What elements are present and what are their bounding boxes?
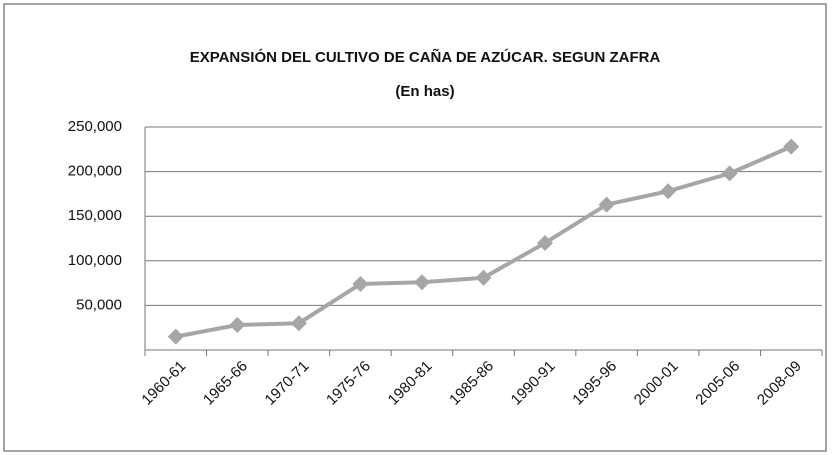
data-point <box>598 196 615 213</box>
data-point <box>783 138 800 155</box>
data-point <box>167 328 184 345</box>
y-tick-label: 50,000 <box>76 296 122 313</box>
data-point <box>413 274 430 291</box>
data-point <box>721 165 738 182</box>
y-tick-label: 200,000 <box>68 163 122 180</box>
chart-title: EXPANSIÓN DEL CULTIVO DE CAÑA DE AZÚCAR.… <box>190 48 661 66</box>
data-point <box>660 183 677 200</box>
y-tick-label: 250,000 <box>68 118 122 135</box>
y-tick-label: 100,000 <box>68 252 122 269</box>
chart-frame <box>3 3 827 452</box>
data-point <box>229 317 246 334</box>
y-tick-label: 150,000 <box>68 207 122 224</box>
data-point <box>352 275 369 292</box>
data-point <box>537 234 554 251</box>
chart-subtitle: (En has) <box>395 83 454 100</box>
data-point <box>475 269 492 286</box>
data-point <box>290 315 307 332</box>
